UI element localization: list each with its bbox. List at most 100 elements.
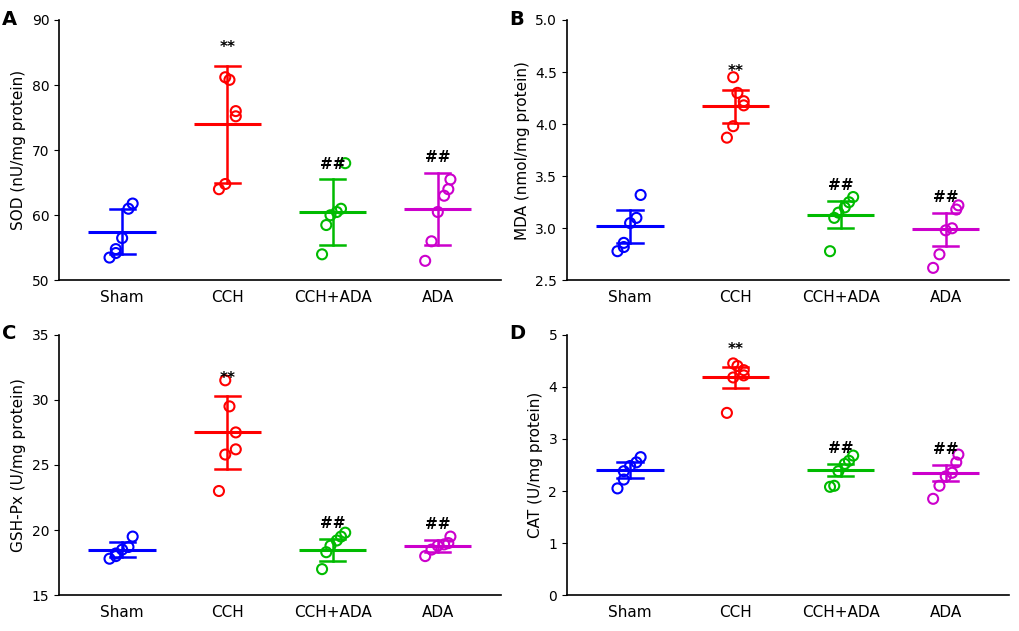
Point <box>217 449 233 459</box>
Point <box>322 541 338 551</box>
Point <box>217 375 233 386</box>
Point <box>124 531 141 541</box>
Point <box>829 208 846 218</box>
Point <box>332 531 348 541</box>
Y-axis label: GSH-Px (U/mg protein): GSH-Px (U/mg protein) <box>11 378 26 552</box>
Point <box>423 545 439 555</box>
Point <box>615 238 632 248</box>
Point <box>417 551 433 561</box>
Point <box>442 531 459 541</box>
Point <box>615 242 632 252</box>
Text: **: ** <box>727 341 743 357</box>
Point <box>120 204 137 214</box>
Point <box>829 466 846 476</box>
Point <box>622 218 638 228</box>
Text: ##: ## <box>827 441 853 456</box>
Text: A: A <box>2 9 16 28</box>
Text: ##: ## <box>425 517 450 532</box>
Point <box>114 233 130 243</box>
Text: ##: ## <box>827 179 853 193</box>
Point <box>318 220 334 230</box>
Point <box>718 408 735 418</box>
Point <box>108 548 124 558</box>
Point <box>943 223 959 233</box>
Point <box>725 372 741 382</box>
Point <box>825 213 842 223</box>
Text: **: ** <box>219 370 235 386</box>
Point <box>735 365 751 375</box>
Text: C: C <box>2 324 16 343</box>
Y-axis label: MDA (nmol/mg protein): MDA (nmol/mg protein) <box>515 61 529 240</box>
Point <box>840 456 856 466</box>
Point <box>442 174 459 184</box>
Text: ##: ## <box>425 150 450 165</box>
Point <box>108 248 124 258</box>
Point <box>844 192 860 202</box>
Point <box>632 190 648 200</box>
Point <box>227 106 244 116</box>
Point <box>124 199 141 209</box>
Point <box>314 564 330 574</box>
Point <box>332 204 348 214</box>
Point <box>108 244 124 254</box>
Y-axis label: CAT (U/mg protein): CAT (U/mg protein) <box>527 392 542 538</box>
Point <box>336 158 353 168</box>
Point <box>211 184 227 194</box>
Point <box>735 96 751 106</box>
Point <box>622 461 638 471</box>
Point <box>628 213 644 223</box>
Point <box>318 547 334 557</box>
Point <box>608 246 625 256</box>
Point <box>429 207 445 217</box>
Point <box>227 444 244 454</box>
Point <box>328 536 344 546</box>
Point <box>328 207 344 217</box>
Point <box>440 184 457 194</box>
Point <box>336 528 353 538</box>
Point <box>725 121 741 131</box>
Point <box>936 225 953 235</box>
Point <box>725 358 741 369</box>
Point <box>950 449 966 459</box>
Point <box>423 236 439 246</box>
Point <box>836 203 852 213</box>
Point <box>930 481 947 491</box>
Point <box>821 246 838 256</box>
Text: ##: ## <box>320 516 345 531</box>
Point <box>632 452 648 462</box>
Point <box>217 72 233 82</box>
Point <box>729 88 745 98</box>
Point <box>821 482 838 492</box>
Point <box>725 72 741 82</box>
Point <box>227 427 244 437</box>
Point <box>825 481 842 491</box>
Point <box>608 483 625 493</box>
Point <box>735 370 751 380</box>
Point <box>615 475 632 485</box>
Point <box>950 200 966 210</box>
Point <box>924 494 941 504</box>
Text: B: B <box>510 9 524 28</box>
Point <box>948 457 964 468</box>
Text: **: ** <box>219 40 235 55</box>
Point <box>615 466 632 476</box>
Point <box>718 133 735 143</box>
Point <box>417 256 433 266</box>
Text: ##: ## <box>320 156 345 172</box>
Point <box>948 204 964 215</box>
Point <box>108 551 124 561</box>
Point <box>844 451 860 461</box>
Point <box>435 191 451 201</box>
Point <box>120 542 137 552</box>
Point <box>440 538 457 548</box>
Point <box>114 545 130 555</box>
Point <box>729 361 745 371</box>
Point <box>930 249 947 259</box>
Point <box>429 541 445 551</box>
Text: ##: ## <box>932 190 958 205</box>
Point <box>735 100 751 110</box>
Point <box>836 459 852 469</box>
Point <box>924 263 941 273</box>
Text: ##: ## <box>932 442 958 457</box>
Point <box>211 486 227 496</box>
